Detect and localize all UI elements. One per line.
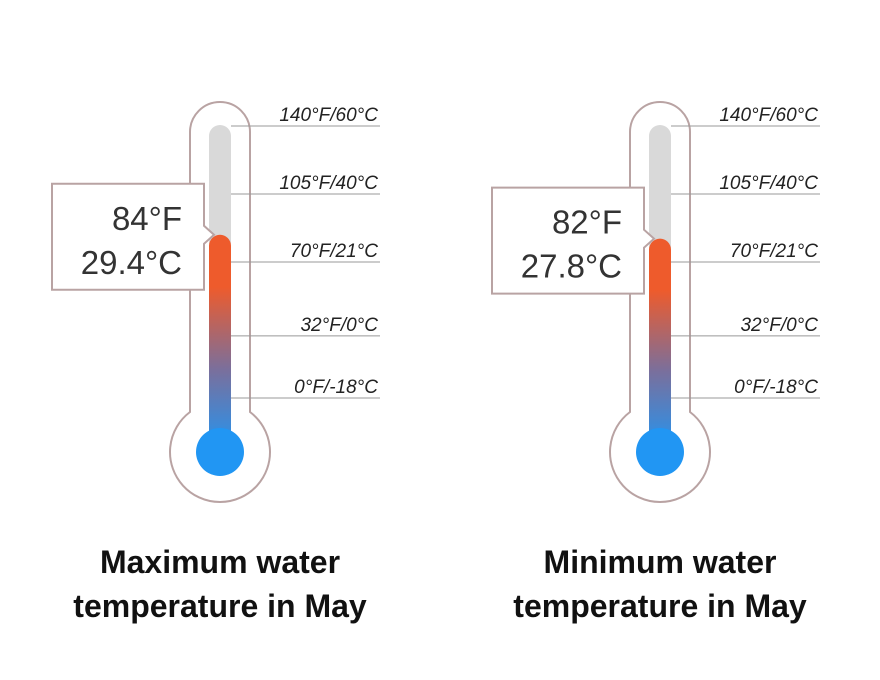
chart-title-line: Minimum water [544,544,777,580]
tick-label: 32°F/0°C [300,315,378,336]
value-fahrenheit: 82°F [552,204,622,241]
chart-title-line: temperature in May [513,588,807,624]
mercury-column-body [649,249,671,452]
mercury-bulb [636,428,684,476]
tick-label: 70°F/21°C [730,241,818,262]
chart-title-line: temperature in May [73,588,367,624]
thermometer-maximum: 140°F/60°C 105°F/40°C 70°F/21°C 32°F/0°C 0°F… [51,101,380,624]
mercury-bulb [196,428,244,476]
value-callout [491,186,656,295]
tick-label: 140°F/60°C [719,105,818,126]
tick-label: 0°F/-18°C [734,377,818,398]
value-celsius: 27.8°C [521,248,622,285]
tick-label: 0°F/-18°C [294,377,378,398]
tick-label: 140°F/60°C [279,105,378,126]
mercury-column-body [209,245,231,452]
tick-label: 105°F/40°C [279,173,378,194]
value-fahrenheit: 84°F [112,200,182,237]
tick-label: 32°F/0°C [740,315,818,336]
chart-title-line: Maximum water [100,544,340,580]
tick-label: 70°F/21°C [290,241,378,262]
value-celsius: 29.4°C [81,244,182,281]
tick-label: 105°F/40°C [719,173,818,194]
thermometer-minimum: 140°F/60°C 105°F/40°C 70°F/21°C 32°F/0°C 0°F… [491,101,820,624]
value-callout [51,182,216,291]
